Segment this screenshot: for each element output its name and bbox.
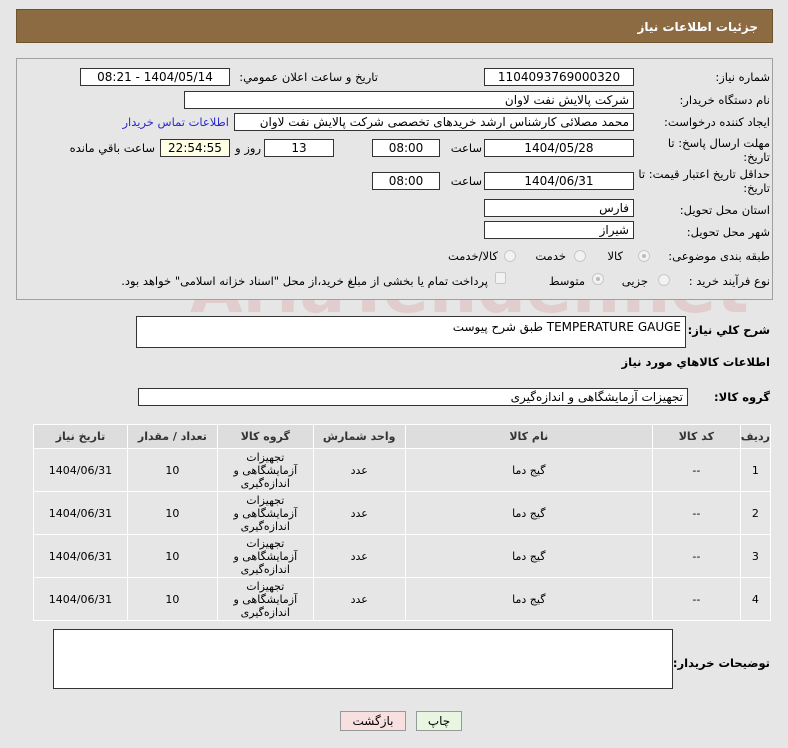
category-goods-radio[interactable] <box>638 250 650 262</box>
need-date-cell: 1404/06/31 <box>33 448 128 492</box>
quantity-cell: 10 <box>126 534 218 578</box>
quantity-cell: 10 <box>126 491 218 535</box>
row-number-cell: 2 <box>739 491 772 535</box>
process-label: نوع فرآیند خرید : <box>688 274 770 288</box>
table-row: 2 -- گیج دما عدد تجهیزات آزمایشگاهی و اندازه… <box>33 491 772 535</box>
category-goods-service-radio[interactable] <box>504 250 516 262</box>
unit-cell: عدد <box>312 448 406 492</box>
remaining-label: ساعت باقي مانده <box>69 141 155 155</box>
quantity-cell: 10 <box>126 448 218 492</box>
process-minor-radio[interactable] <box>658 274 670 286</box>
col-qty: تعداد / مقدار <box>126 424 218 449</box>
deadline-time-field: 08:00 <box>372 139 440 157</box>
treasury-payment-checkbox[interactable] <box>495 272 506 284</box>
validity-time-field: 08:00 <box>372 172 440 190</box>
row-number-cell: 3 <box>739 534 772 578</box>
process-medium-radio[interactable] <box>592 273 604 285</box>
category-goods-service-label: کالا/خدمت <box>447 249 498 263</box>
table-header-row: ردیف کد کالا نام کالا واحد شمارش گروه کا… <box>33 424 772 449</box>
col-row: ردیف <box>739 424 772 449</box>
buyer-org-field: شرکت پالایش نفت لاوان <box>184 91 634 109</box>
goods-name-cell: گیج دما <box>404 577 653 621</box>
page-header: جزئیات اطلاعات نیاز <box>16 9 773 43</box>
print-button[interactable]: چاپ <box>416 711 462 731</box>
validity-time-label: ساعت <box>450 174 482 188</box>
goods-code-cell: -- <box>651 448 741 492</box>
need-number-label: شماره نیاز: <box>715 70 770 84</box>
buyer-notes-label: توضیحات خریدار: <box>672 656 770 670</box>
table-row: 1 -- گیج دما عدد تجهیزات آزمایشگاهی و اندازه… <box>33 448 772 492</box>
validity-date-field: 1404/06/31 <box>484 172 634 190</box>
province-field: فارس <box>484 199 634 217</box>
goods-name-cell: گیج دما <box>404 448 653 492</box>
goods-code-cell: -- <box>651 577 741 621</box>
creator-label: ایجاد کننده درخواست: <box>664 115 770 129</box>
province-label: استان محل تحویل: <box>679 203 770 217</box>
row-number-cell: 4 <box>739 577 772 621</box>
process-medium-label: متوسط <box>548 274 585 288</box>
days-field: 13 <box>264 139 334 157</box>
deadline-date-field: 1404/05/28 <box>484 139 634 157</box>
remaining-time-field: 22:54:55 <box>160 139 230 157</box>
goods-group-cell: تجهیزات آزمایشگاهی و اندازه‌گیری <box>216 491 314 535</box>
buyer-org-label: نام دستگاه خریدار: <box>679 93 770 107</box>
goods-name-cell: گیج دما <box>404 491 653 535</box>
goods-code-cell: -- <box>651 491 741 535</box>
validity-label: حداقل تاریخ اعتبار قیمت: تا تاریخ: <box>638 167 770 195</box>
back-button[interactable]: بازگشت <box>340 711 406 731</box>
creator-field: محمد مصلائی کارشناس ارشد خریدهای تخصصی ش… <box>234 113 634 131</box>
unit-cell: عدد <box>312 491 406 535</box>
deadline-time-label: ساعت <box>450 141 482 155</box>
deadline-label: مهلت ارسال پاسخ: تا تاریخ: <box>667 136 770 164</box>
buyer-notes-textarea[interactable] <box>53 629 673 689</box>
col-name: نام کالا <box>404 424 653 449</box>
goods-group-cell: تجهیزات آزمایشگاهی و اندازه‌گیری <box>216 534 314 578</box>
category-service-radio[interactable] <box>574 250 586 262</box>
description-label: شرح کلي نياز: <box>687 323 770 337</box>
payment-note: پرداخت تمام یا بخشی از مبلغ خرید،از محل … <box>121 274 488 288</box>
category-label: طبقه بندی موضوعی: <box>668 249 770 263</box>
goods-group-cell: تجهیزات آزمایشگاهی و اندازه‌گیری <box>216 577 314 621</box>
unit-cell: عدد <box>312 534 406 578</box>
need-number-field: 1104093769000320 <box>484 68 634 86</box>
days-label: روز و <box>235 141 261 155</box>
city-field: شیراز <box>484 221 634 239</box>
category-service-label: خدمت <box>535 249 566 263</box>
goods-section-title: اطلاعات کالاهاي مورد نياز <box>621 355 770 369</box>
col-unit: واحد شمارش <box>312 424 406 449</box>
table-row: 4 -- گیج دما عدد تجهیزات آزمایشگاهی و اندازه… <box>33 577 772 621</box>
quantity-cell: 10 <box>126 577 218 621</box>
need-date-cell: 1404/06/31 <box>33 577 128 621</box>
unit-cell: عدد <box>312 577 406 621</box>
announce-label: تاریخ و ساعت اعلان عمومي: <box>239 70 378 84</box>
category-goods-label: کالا <box>607 249 623 263</box>
process-minor-label: جزیی <box>621 274 648 288</box>
col-date: تاریخ نیاز <box>33 424 128 449</box>
row-number-cell: 1 <box>739 448 772 492</box>
goods-group-label: گروه کالا: <box>714 390 770 404</box>
table-row: 3 -- گیج دما عدد تجهیزات آزمایشگاهی و اندازه… <box>33 534 772 578</box>
goods-group-field: تجهیزات آزمایشگاهی و اندازه‌گیری <box>138 388 688 406</box>
contact-buyer-link[interactable]: اطلاعات تماس خریدار <box>122 115 229 129</box>
need-date-cell: 1404/06/31 <box>33 534 128 578</box>
description-textarea[interactable]: TEMPERATURE GAUGE طبق شرح پیوست <box>136 316 686 348</box>
goods-code-cell: -- <box>651 534 741 578</box>
announce-field: 1404/05/14 - 08:21 <box>80 68 230 86</box>
goods-name-cell: گیج دما <box>404 534 653 578</box>
goods-group-cell: تجهیزات آزمایشگاهی و اندازه‌گیری <box>216 448 314 492</box>
need-date-cell: 1404/06/31 <box>33 491 128 535</box>
city-label: شهر محل تحویل: <box>686 225 770 239</box>
col-code: کد کالا <box>651 424 741 449</box>
col-group: گروه کالا <box>216 424 314 449</box>
goods-table: ردیف کد کالا نام کالا واحد شمارش گروه کا… <box>33 424 772 621</box>
